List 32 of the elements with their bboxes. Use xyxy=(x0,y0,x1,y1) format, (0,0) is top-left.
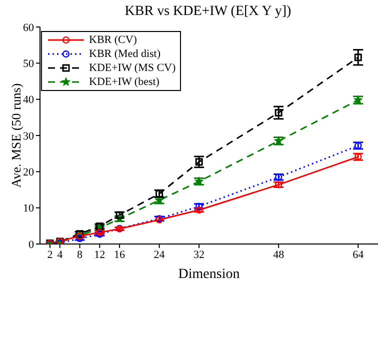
point xyxy=(354,54,362,62)
point xyxy=(195,206,203,214)
point xyxy=(76,234,84,242)
point xyxy=(195,158,203,166)
x-tick-label: 8 xyxy=(77,248,84,261)
chart-title: KBR vs KDE+IW (E[X Y y]) xyxy=(124,4,292,20)
point xyxy=(354,142,362,150)
x-tick-label: 2 xyxy=(47,248,53,261)
x-tick-label: 48 xyxy=(273,248,285,261)
y-tick-label: 60 xyxy=(23,22,34,34)
y-tick-label: 0 xyxy=(28,238,34,251)
point xyxy=(156,190,164,198)
legend-label: KBR (CV) xyxy=(89,34,137,46)
y-axis-title: Ave. MSE (50 runs) xyxy=(8,83,24,188)
x-tick-label: 4 xyxy=(57,248,64,261)
x-tick-label: 64 xyxy=(352,248,364,261)
point xyxy=(274,108,282,116)
y-tick-label: 40 xyxy=(23,94,34,106)
y-tick-label: 20 xyxy=(23,166,34,179)
point xyxy=(116,211,124,219)
y-tick-label: 10 xyxy=(23,202,34,215)
legend-label: KDE+IW (MS CV) xyxy=(89,62,176,74)
x-axis-title: Dimension xyxy=(178,267,240,282)
x-tick-label: 24 xyxy=(154,248,166,261)
legend-label: KDE+IW (best) xyxy=(89,76,160,88)
x-tick-label: 32 xyxy=(194,248,205,261)
x-tick-label: 12 xyxy=(94,248,106,261)
y-tick-label: 30 xyxy=(23,130,34,142)
point xyxy=(195,202,203,210)
y-tick-label: 50 xyxy=(23,58,34,70)
x-tick-label: 16 xyxy=(114,248,126,261)
legend-label: KBR (Med dist) xyxy=(89,48,160,60)
